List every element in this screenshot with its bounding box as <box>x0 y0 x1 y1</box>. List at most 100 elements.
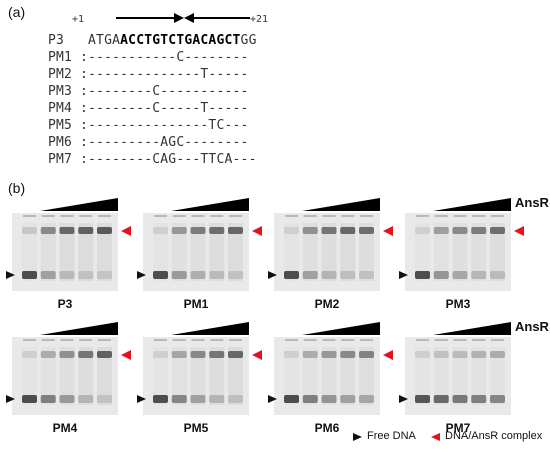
gel-well <box>154 339 167 341</box>
complex-band <box>209 227 225 234</box>
gel-lane-smear <box>40 223 56 281</box>
free-dna-band <box>22 271 37 279</box>
complex-arrow <box>383 226 393 236</box>
gel-lane-smear <box>302 347 318 405</box>
sequence-mutation-text: --------------T----- <box>88 67 249 82</box>
gel-well <box>210 339 224 341</box>
sequence-row: PM7:--------CAG---TTCA--- <box>48 152 257 167</box>
complex-band <box>452 227 468 234</box>
emsa-gel-image <box>405 213 511 291</box>
sequence-separator: : <box>80 84 89 99</box>
complex-arrow <box>252 350 262 360</box>
gel-well <box>172 215 186 217</box>
gel-lane-smear <box>153 223 168 281</box>
position-start-label: +1 <box>72 14 85 25</box>
complex-band <box>471 351 487 358</box>
gel-label: PM3 <box>445 297 471 311</box>
emsa-gel-image <box>143 337 249 415</box>
ansr-concentration-wedge <box>171 198 249 211</box>
complex-band <box>59 351 75 358</box>
gel-lane-smear <box>302 223 318 281</box>
complex-band <box>471 227 487 234</box>
complex-band <box>171 351 187 358</box>
ansr-concentration-wedge <box>40 322 118 335</box>
complex-band <box>321 227 337 234</box>
gel-well <box>303 215 317 217</box>
gel-well <box>303 339 317 341</box>
ansr-concentration-wedge <box>433 198 511 211</box>
emsa-gel-image <box>274 213 380 291</box>
gel-lane-smear <box>190 223 206 281</box>
sequence-flank-right: GG <box>240 33 257 48</box>
gel-lane-smear <box>433 347 449 405</box>
complex-band <box>452 351 468 358</box>
gel-well <box>154 215 167 217</box>
gel-well <box>285 215 298 217</box>
emsa-gel-image <box>274 337 380 415</box>
sequence-name: PM2 <box>48 67 73 82</box>
sequence-mutation-text: -----------C-------- <box>88 50 249 65</box>
gel-lane-smear <box>59 347 75 405</box>
free-dna-band <box>340 271 356 279</box>
free-dna-band <box>171 271 187 279</box>
free-dna-band <box>452 271 468 279</box>
complex-band <box>359 351 374 358</box>
free-dna-band <box>433 271 449 279</box>
complex-band <box>228 227 243 234</box>
sequence-separator: : <box>80 135 89 150</box>
sequence-name: PM3 <box>48 84 73 99</box>
complex-arrow <box>121 226 131 236</box>
complex-band <box>340 227 356 234</box>
free-dna-band <box>415 395 430 403</box>
ansr-concentration-wedge <box>302 322 380 335</box>
emsa-gel-image <box>12 213 118 291</box>
sequence-mutation-text: ---------------TC--- <box>88 118 249 133</box>
free-dna-band <box>340 395 356 403</box>
sequence-row: PM6:---------AGC-------- <box>48 135 249 150</box>
complex-band <box>490 227 505 234</box>
sequence-row: PM5:---------------TC--- <box>48 118 249 133</box>
sequence-mutation-text: --------C----------- <box>88 84 249 99</box>
gel-lane-smear <box>415 223 430 281</box>
complex-band <box>302 227 318 234</box>
gel-lane-smear <box>452 223 468 281</box>
gel-well <box>60 215 74 217</box>
position-end-label: +21 <box>250 14 269 25</box>
complex-band <box>302 351 318 358</box>
gel-well <box>191 215 205 217</box>
free-dna-arrow <box>268 271 277 279</box>
gel-lane-smear <box>284 223 299 281</box>
gel-well <box>434 215 448 217</box>
gel-lane-smear <box>171 223 187 281</box>
sequence-row: PM2:--------------T----- <box>48 67 249 82</box>
free-dna-band <box>59 271 75 279</box>
free-dna-band <box>78 395 94 403</box>
complex-band <box>190 227 206 234</box>
complex-band <box>97 351 112 358</box>
gel-well <box>360 339 373 341</box>
gel-label: P3 <box>57 297 73 311</box>
ansr-concentration-wedge <box>433 322 511 335</box>
free-dna-band <box>359 271 374 279</box>
gel-lane-smear <box>359 347 374 405</box>
gel-lane-smear <box>97 223 112 281</box>
gel-label: PM4 <box>52 421 78 435</box>
free-dna-band <box>228 395 243 403</box>
complex-band <box>190 351 206 358</box>
gel-well <box>98 339 111 341</box>
complex-band <box>209 351 225 358</box>
gel-well <box>416 215 429 217</box>
gel-lane-smear <box>59 223 75 281</box>
free-dna-band <box>40 395 56 403</box>
free-dna-band <box>228 271 243 279</box>
gel-well <box>98 215 111 217</box>
gel-well <box>229 215 242 217</box>
free-dna-band <box>471 395 487 403</box>
free-dna-band <box>153 395 168 403</box>
ansr-label: AnsR <box>515 195 549 210</box>
sequence-separator: : <box>80 152 89 167</box>
sequence-separator: : <box>80 67 89 82</box>
sequence-separator: : <box>80 118 89 133</box>
free-dna-legend-icon <box>353 433 362 441</box>
